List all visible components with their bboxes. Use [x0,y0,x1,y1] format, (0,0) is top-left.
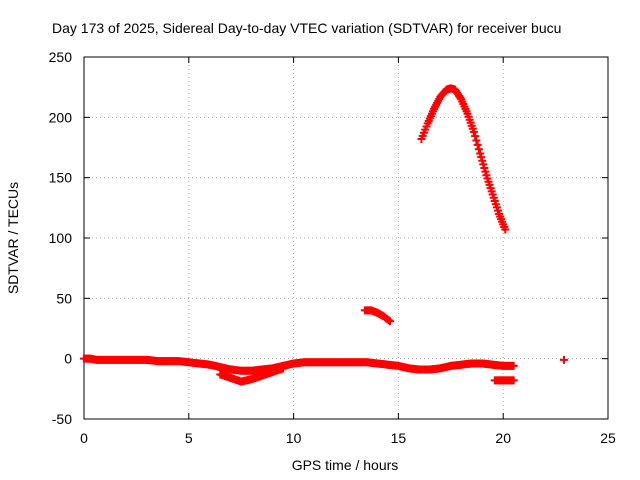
data-point-main-arc [456,93,465,102]
y-tick-label: -50 [52,411,72,427]
y-tick-label: 200 [49,109,73,125]
x-tick-label: 0 [80,430,88,446]
data-point-short-arc [386,317,395,326]
y-tick-labels: -50 0 50 100 150 200 250 [49,49,73,427]
x-tick-label: 15 [391,430,407,446]
data-point-offset-segment [509,376,518,385]
x-tick-label: 10 [286,430,302,446]
data-point-main-arc [501,225,510,234]
data-point-main-arc [474,145,483,154]
y-tick-label: 0 [64,351,72,367]
data-point-baseline [509,361,518,370]
x-tick-label: 20 [495,430,511,446]
y-tick-label: 100 [49,230,73,246]
grid-layer [84,57,608,419]
x-axis-title: GPS time / hours [292,457,399,473]
data-marks [80,84,568,386]
y-axis-title: SDTVAR / TECUs [5,182,21,294]
chart-title: Day 173 of 2025, Sidereal Day-to-day VTE… [52,20,561,36]
x-tick-label: 5 [185,430,193,446]
x-tick-labels: 0 5 10 15 20 25 [80,430,616,446]
tick-layer [83,56,609,420]
y-tick-label: 250 [49,49,73,65]
y-tick-label: 50 [56,290,72,306]
data-point-lower-dip [279,364,288,373]
x-tick-label: 25 [600,430,616,446]
data-point-main-arc [469,127,478,136]
data-point-main-arc [471,132,480,141]
data-point-main-arc [473,140,482,149]
y-tick-label: 150 [49,170,73,186]
data-point-isolated-point [559,355,568,364]
data-point-main-arc [472,136,481,145]
